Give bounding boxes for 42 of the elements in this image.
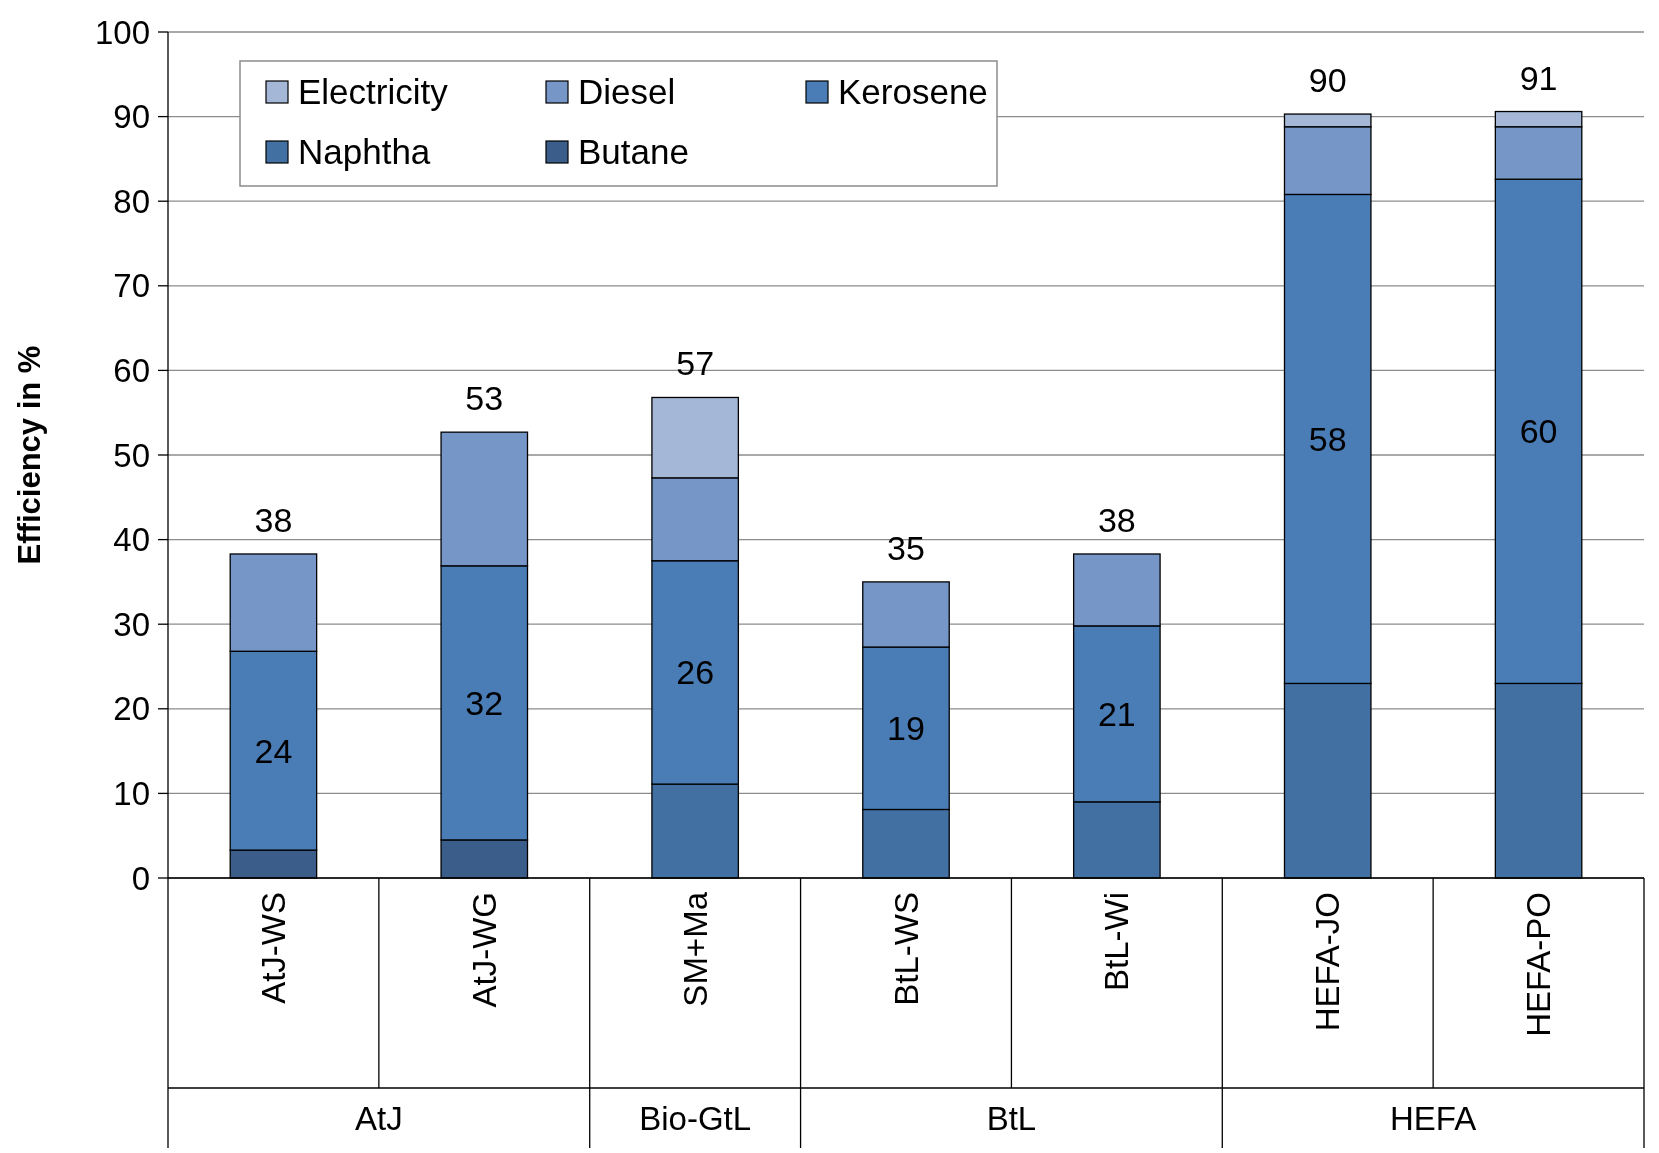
data-label: 26 [676,653,715,692]
text: AtJ [355,1100,403,1137]
legend-label: Diesel [578,72,676,112]
x-tick-label: BtL-Wi [1098,892,1136,991]
text: Bio-GtL [639,1100,752,1137]
y-tick-label: 60 [113,351,150,389]
x-tick-label: BtL-WS [887,892,925,1006]
total-label: 38 [1097,500,1136,539]
x-tick-label: AtJ-WS [254,892,292,1004]
text: BtL [986,1100,1037,1137]
y-tick-label: 50 [113,436,150,474]
y-tick-label: 100 [94,13,150,51]
legend-label: Electricity [298,72,449,112]
data-label: 24 [254,731,293,770]
total-label: 91 [1519,58,1558,97]
y-tick-label: 10 [113,774,150,812]
total-label: 38 [254,500,293,539]
y-tick-label: 90 [113,98,150,136]
x-tick-label: AtJ-WG [465,892,503,1008]
data-label: 32 [465,683,504,722]
data-label: 21 [1097,694,1136,733]
total-label: 35 [887,528,925,567]
x-tick-label: SM+Ma [676,891,714,1007]
total-label: 53 [465,379,504,418]
legend-label: Butane [578,132,689,172]
y-tick-label: 20 [113,690,150,728]
y-tick-label: 80 [113,182,150,220]
x-tick-label: HEFA-PO [1520,892,1558,1037]
total-label: 57 [676,344,715,383]
y-axis-title: Efficiency in % [12,345,47,565]
data-label: 58 [1308,419,1347,458]
total-label: 90 [1308,61,1347,100]
y-tick-label: 30 [113,605,150,643]
y-tick-label: 0 [131,859,150,897]
text: HEFA [1390,1100,1477,1137]
y-tick-label: 70 [113,267,150,305]
legend-label: Kerosene [838,72,988,112]
data-label: 19 [887,709,925,748]
legend-label: Naphtha [298,132,431,172]
x-tick-label: HEFA-JO [1309,892,1347,1032]
data-label: 60 [1519,412,1558,451]
y-tick-label: 40 [113,521,150,559]
